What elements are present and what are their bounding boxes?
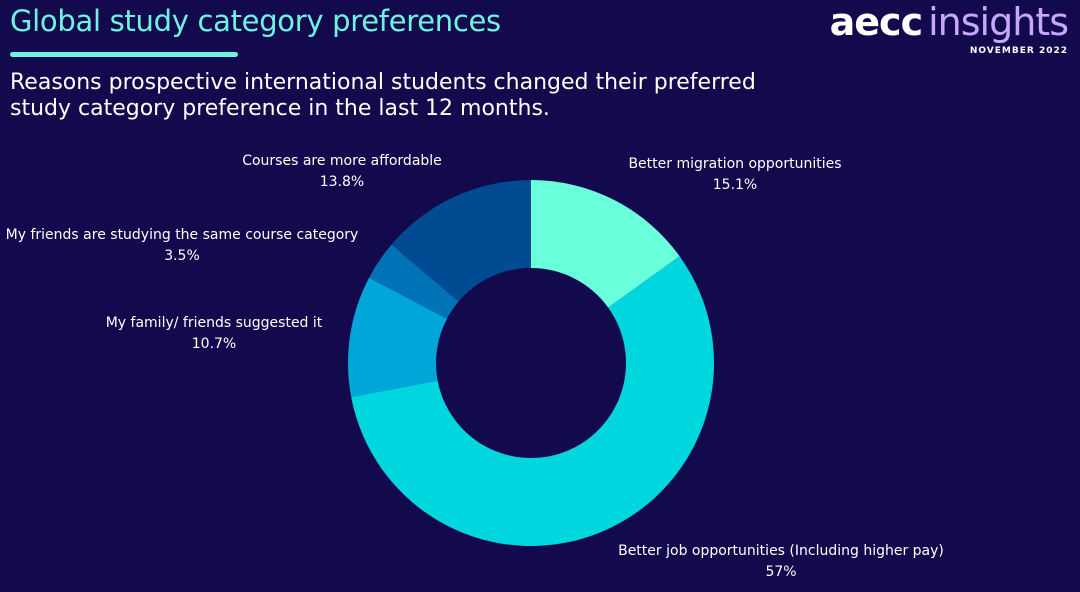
donut-slice-5	[391, 180, 531, 302]
slice-value-1: 15.1%	[713, 177, 757, 193]
slice-label-2: Better job opportunities (Including high…	[618, 543, 944, 559]
donut-slice-2	[351, 256, 715, 547]
slice-label-4: My friends are studying the same course …	[6, 227, 359, 243]
donut-slice-1	[531, 180, 680, 308]
slice-value-3: 10.7%	[192, 336, 236, 352]
report-date: NOVEMBER 2022	[969, 46, 1068, 56]
slice-value-5: 13.8%	[320, 174, 364, 190]
slice-value-4: 3.5%	[164, 248, 200, 264]
slice-label-5: Courses are more affordable	[242, 153, 442, 169]
slice-label-3: My family/ friends suggested it	[106, 315, 323, 331]
slice-label-1: Better migration opportunities	[628, 156, 841, 172]
chart-subtitle: Reasons prospective international studen…	[10, 70, 756, 121]
logo-insights-text: insights	[928, 0, 1069, 44]
page-title: Global study category preferences	[10, 4, 501, 38]
title-underline	[10, 52, 238, 57]
donut-slice-4	[369, 244, 459, 319]
slice-value-2: 57%	[765, 564, 796, 580]
brand-logo: aecc insights NOVEMBER 2022	[829, 0, 1069, 56]
logo-aecc-text: aecc	[829, 0, 923, 44]
donut-slice-3	[348, 277, 447, 397]
